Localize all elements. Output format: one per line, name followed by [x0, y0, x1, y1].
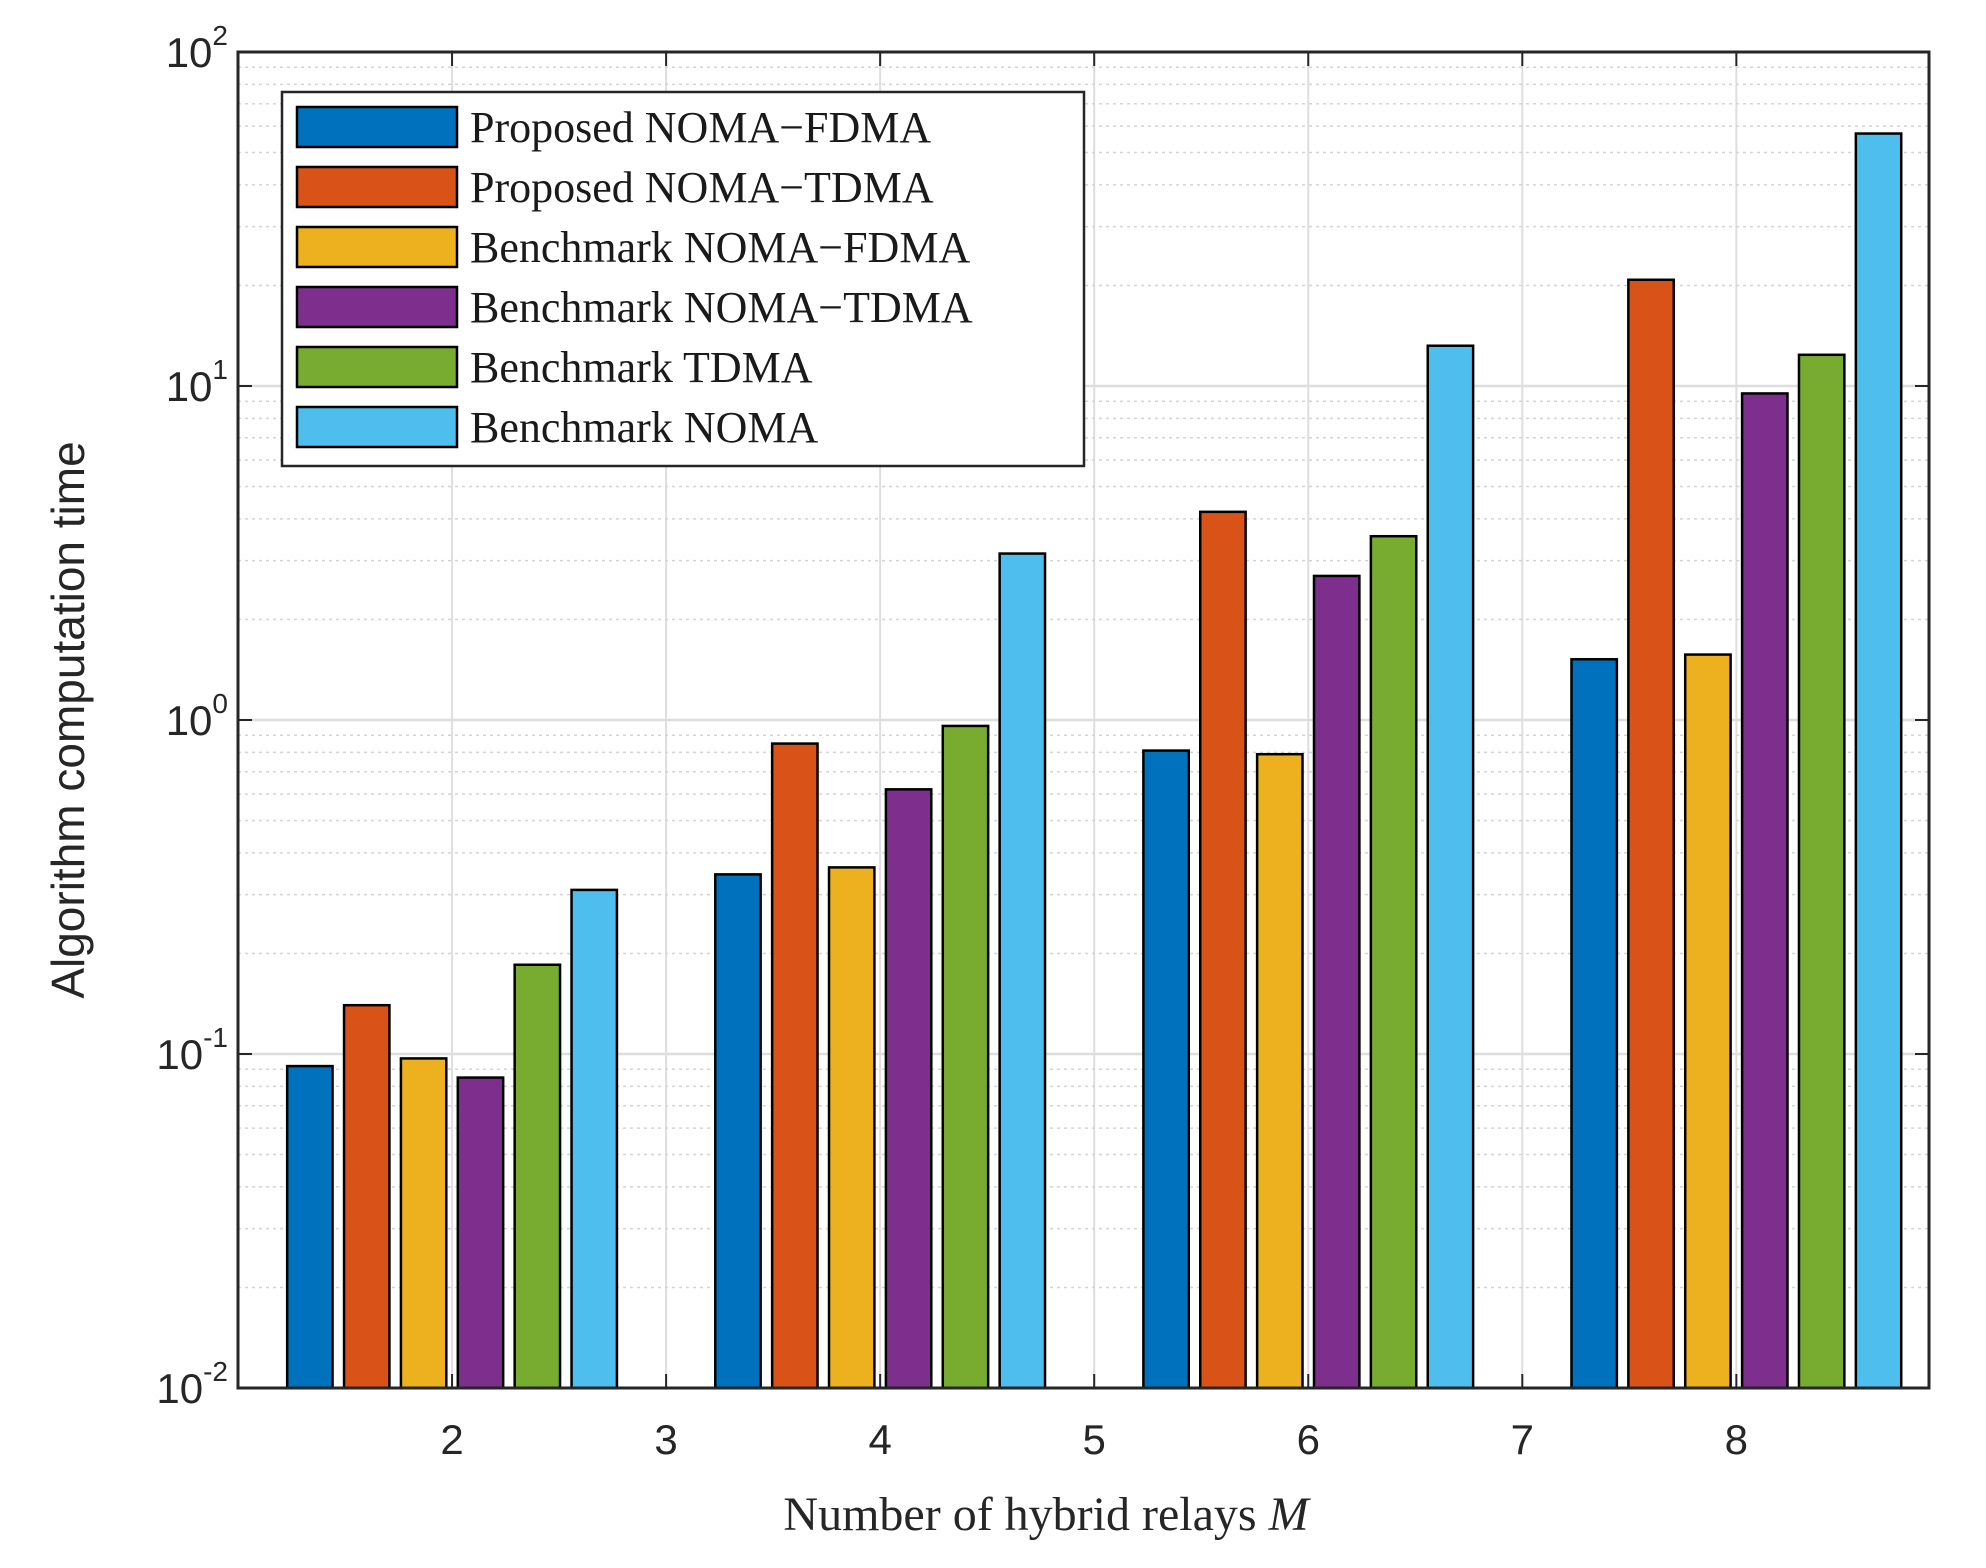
- legend-swatch: [295, 285, 459, 329]
- x-tick-label: 2: [440, 1416, 463, 1463]
- axis-ticks: [238, 51, 1929, 1389]
- bar: [941, 724, 990, 1390]
- bar: [285, 1064, 334, 1390]
- x-tick-label: 8: [1725, 1416, 1748, 1463]
- legend-swatch: [295, 345, 459, 389]
- legend-swatch: [295, 405, 459, 449]
- bar: [998, 552, 1047, 1390]
- bar: [1683, 653, 1732, 1390]
- y-tick-label-exponent: 2: [212, 20, 228, 51]
- y-tick-label-base: 10: [166, 697, 213, 744]
- x-tick-label: 7: [1511, 1416, 1534, 1463]
- y-tick-label-exponent: 0: [212, 688, 228, 719]
- y-tick-label-exponent: -1: [203, 1022, 228, 1053]
- bar: [884, 788, 933, 1390]
- bar: [1312, 574, 1361, 1390]
- bar: [1627, 278, 1675, 1390]
- bar: [456, 1076, 505, 1390]
- legend-swatch: [295, 165, 459, 209]
- bar: [1199, 510, 1247, 1390]
- y-tick-label: 10-1: [156, 1022, 228, 1078]
- y-tick-label: 101: [166, 354, 228, 410]
- y-tick-label-exponent: -2: [203, 1356, 228, 1387]
- bar: [1255, 752, 1304, 1390]
- bars: [285, 132, 1903, 1390]
- legend-swatch: [295, 225, 459, 269]
- bar: [1854, 132, 1903, 1390]
- x-tick-label: 3: [654, 1416, 677, 1463]
- y-tick-label-base: 10: [156, 1031, 203, 1078]
- y-tick-label: 102: [166, 20, 228, 76]
- bar: [714, 873, 762, 1390]
- y-tick-label-exponent: 1: [212, 354, 228, 385]
- legend-box: [280, 90, 1086, 468]
- bar: [1426, 344, 1475, 1390]
- legend: Proposed NOMA−FDMA Proposed NOMA−TDMA Benc…: [280, 90, 1086, 468]
- x-tick-label: 6: [1297, 1416, 1320, 1463]
- legend-label: Benchmark TDMA: [470, 343, 813, 392]
- bar: [1369, 534, 1418, 1390]
- legend-swatch: [295, 105, 459, 149]
- x-tick-labels: 2 3 4 5 6 7 8: [440, 1416, 1748, 1463]
- bar: [1797, 353, 1846, 1390]
- x-tick-label: 4: [868, 1416, 891, 1463]
- y-tick-label-base: 10: [166, 29, 213, 76]
- x-axis-title-text: Number of hybrid relays: [783, 1488, 1256, 1541]
- bar: [770, 742, 819, 1390]
- legend-label: Proposed NOMA−FDMA: [470, 103, 931, 152]
- legend-label: Benchmark NOMA−FDMA: [470, 223, 970, 272]
- bar: [570, 888, 619, 1390]
- x-axis-title: Number of hybrid relays M: [783, 1488, 1311, 1541]
- bar: [1142, 749, 1191, 1390]
- y-tick-label: 10-2: [156, 1356, 228, 1412]
- y-tick-label-base: 10: [166, 363, 213, 410]
- legend-label: Proposed NOMA−TDMA: [470, 163, 934, 212]
- x-tick-label: 5: [1083, 1416, 1106, 1463]
- legend-label: Benchmark NOMA−TDMA: [470, 283, 973, 332]
- bar: [342, 1003, 391, 1390]
- y-tick-label-base: 10: [156, 1365, 203, 1412]
- legend-label: Benchmark NOMA: [470, 403, 818, 452]
- bar: [827, 866, 876, 1390]
- bar: [1740, 392, 1789, 1390]
- bar: [1570, 658, 1619, 1390]
- legend-entries: Proposed NOMA−FDMA Proposed NOMA−TDMA Benc…: [295, 103, 973, 452]
- y-axis-title: Algorithm computation time: [42, 441, 94, 998]
- y-tick-label: 100: [166, 688, 228, 744]
- x-axis-title-variable: M: [1268, 1488, 1312, 1541]
- bar: [513, 963, 562, 1390]
- bar: [399, 1057, 448, 1390]
